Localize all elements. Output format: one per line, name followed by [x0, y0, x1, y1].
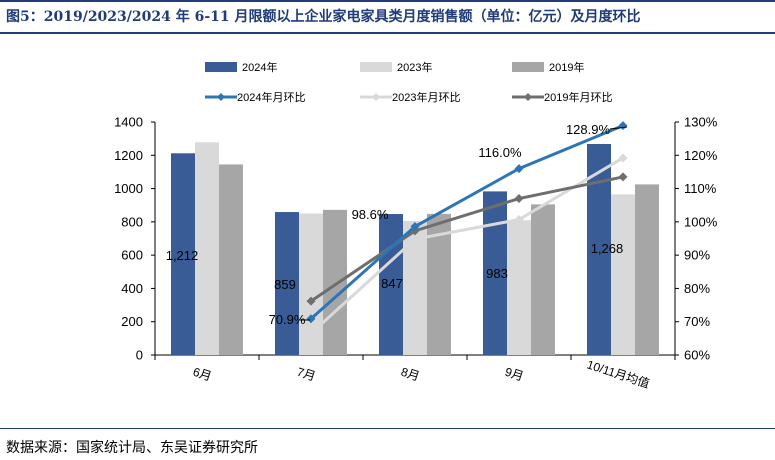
bar-data-label-2024: 1,212: [166, 248, 199, 263]
left-tick-label: 800: [121, 214, 143, 229]
legend-label: 2023年: [397, 60, 432, 74]
marker-2019-mom: [514, 194, 524, 204]
x-tick-label: 10/11月均值: [585, 357, 652, 391]
leader-line: [609, 126, 628, 130]
title-top-rule: [0, 0, 775, 2]
title-bottom-rule: [0, 32, 775, 34]
line-data-label-2024: 116.0%: [478, 145, 522, 160]
bar-2024: [275, 212, 299, 355]
right-tick-label: 60%: [684, 348, 710, 363]
chart: 0 200 400 600 800 1000 1200 1400 60% 70% 80% 90% 100…: [114, 60, 718, 391]
marker-2023-mom: [306, 328, 316, 338]
x-tick-label: 6月: [191, 365, 213, 384]
bar-2019: [531, 204, 555, 355]
line-data-label-2024: 128.9%: [566, 122, 611, 137]
line-data-label-2024: 70.9%: [269, 312, 306, 327]
left-tick-label: 600: [121, 248, 143, 263]
bar-2019: [635, 184, 659, 355]
legend-label: 2024年月环比: [237, 90, 305, 104]
legend-marker: [217, 93, 225, 101]
x-tick-label: 8月: [399, 365, 421, 384]
right-tick-label: 130%: [684, 115, 718, 130]
marker-2019-mom: [306, 296, 316, 306]
left-tick-label: 1000: [114, 181, 143, 196]
left-tick-label: 200: [121, 314, 143, 329]
line-2024-mom: [310, 124, 624, 320]
marker-2023-mom: [618, 153, 628, 163]
marker-2023-mom: [410, 234, 420, 244]
right-tick-label: 90%: [684, 248, 710, 263]
left-tick-label: 1400: [114, 115, 143, 130]
legend-label: 2019年: [549, 60, 584, 74]
bar-data-label-2024: 859: [274, 277, 296, 292]
bar-2023: [611, 194, 635, 355]
bar-data-label-2024: 847: [381, 276, 403, 291]
legend-label: 2023年月环比: [392, 90, 460, 104]
right-tick-label: 100%: [684, 214, 718, 229]
bar-2024: [483, 191, 507, 355]
bar-2019: [219, 164, 243, 355]
left-tick-label: 0: [136, 348, 143, 363]
line-2019-mom: [310, 175, 624, 303]
marker-2024-mom: [618, 121, 628, 131]
line-data-label-2024: 98.6%: [352, 207, 389, 222]
left-tick-label: 1200: [114, 148, 143, 163]
bar-2019: [323, 209, 347, 355]
figure-title: 图5：2019/2023/2024 年 6-11 月限额以上企业家电家具类月度销…: [6, 9, 641, 25]
bar-2024: [379, 214, 403, 355]
marker-2024-mom: [514, 164, 524, 174]
bar-2023: [507, 220, 531, 355]
source-top-rule: [0, 428, 775, 429]
marker-2019-mom: [618, 172, 628, 182]
bar-2023: [195, 142, 219, 355]
x-tick-label: 9月: [503, 365, 525, 384]
x-tick-label: 7月: [295, 365, 317, 384]
bar-data-label-2024: 983: [486, 266, 508, 281]
legend-swatch: [360, 62, 392, 72]
marker-2024-mom: [410, 222, 420, 232]
right-tick-label: 110%: [684, 181, 717, 196]
legend-label: 2019年月环比: [544, 90, 612, 104]
marker-2024-mom: [306, 314, 316, 324]
right-tick-label: 70%: [684, 314, 710, 329]
legend-marker: [524, 93, 532, 101]
right-tick-label: 80%: [684, 281, 710, 296]
left-tick-label: 400: [121, 281, 143, 296]
bar-data-label-2024: 1,268: [591, 241, 624, 256]
legend-marker: [372, 93, 380, 101]
bar-2024: [171, 153, 195, 355]
line-2023-mom: [309, 156, 624, 335]
marker-2023-mom: [514, 215, 524, 225]
legend-swatch: [205, 62, 237, 72]
right-tick-label: 120%: [684, 148, 718, 163]
legend-label: 2024年: [242, 60, 277, 74]
legend-swatch: [512, 62, 544, 72]
source-note: 数据来源：国家统计局、东吴证券研究所: [6, 440, 258, 456]
